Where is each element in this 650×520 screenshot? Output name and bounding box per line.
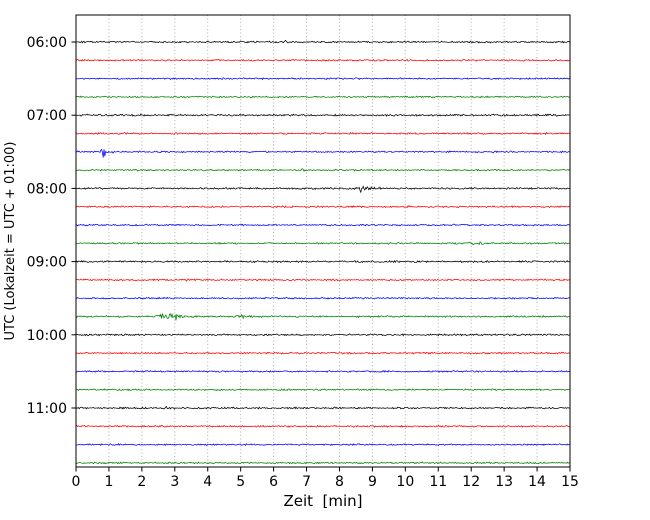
x-tick-label-14: 14 [528, 474, 546, 490]
trace-0915 [75, 278, 570, 282]
plot-area: 0 1 2 3 4 5 6 7 8 9 10 11 12 13 14 1506:0007:0008:0009:… [27, 14, 579, 490]
y-axis-label: UTC (Lokalzeit = UTC + 01:00) [3, 142, 18, 341]
y-tick-label-0800: 08:00 [27, 181, 67, 197]
y-tick-label-0600: 06:00 [27, 35, 67, 51]
plot-frame [75, 14, 571, 468]
y-tick-label-0700: 07:00 [27, 108, 67, 124]
trace-0715 [75, 131, 570, 135]
x-tick-label-4: 4 [203, 474, 212, 490]
trace-0945 [75, 312, 570, 321]
x-tick-label-0: 0 [72, 474, 81, 490]
x-tick-label-10: 10 [396, 474, 414, 490]
x-tick-label-8: 8 [335, 474, 344, 490]
x-tick-label-12: 12 [462, 474, 480, 490]
trace-1130 [75, 443, 570, 447]
trace-0630 [75, 77, 570, 81]
trace-0930 [75, 296, 570, 300]
trace-0730 [75, 148, 570, 158]
x-tick-label-7: 7 [302, 474, 311, 490]
trace-1015 [75, 351, 570, 355]
x-tick-label-9: 9 [368, 474, 377, 490]
trace-0830 [75, 223, 570, 227]
trace-1115 [75, 424, 570, 428]
trace-0615 [75, 58, 570, 62]
x-tick-label-11: 11 [429, 474, 447, 490]
trace-1030 [75, 369, 570, 373]
y-tick-label-0900: 09:00 [27, 255, 67, 271]
trace-0745 [75, 168, 570, 173]
trace-0900 [75, 259, 570, 264]
x-tick-label-3: 3 [170, 474, 179, 490]
trace-0800 [75, 185, 570, 194]
y-tick-label-1000: 10:00 [27, 328, 67, 344]
x-tick-label-1: 1 [104, 474, 113, 490]
trace-1000 [75, 333, 570, 337]
x-tick-label-15: 15 [561, 474, 579, 490]
y-tick-label-1100: 11:00 [27, 401, 67, 417]
trace-0645 [75, 95, 570, 99]
x-tick-label-5: 5 [236, 474, 245, 490]
trace-0815 [75, 205, 570, 209]
x-tick-label-2: 2 [137, 474, 146, 490]
trace-1145 [75, 461, 570, 465]
trace-1045 [75, 388, 570, 392]
trace-1100 [75, 405, 570, 410]
x-axis-label: Zeit [min] [283, 492, 362, 510]
trace-0600 [75, 39, 570, 44]
x-tick-label-6: 6 [269, 474, 278, 490]
trace-0700 [75, 113, 570, 117]
trace-0845 [75, 241, 570, 246]
x-tick-label-13: 13 [495, 474, 513, 490]
